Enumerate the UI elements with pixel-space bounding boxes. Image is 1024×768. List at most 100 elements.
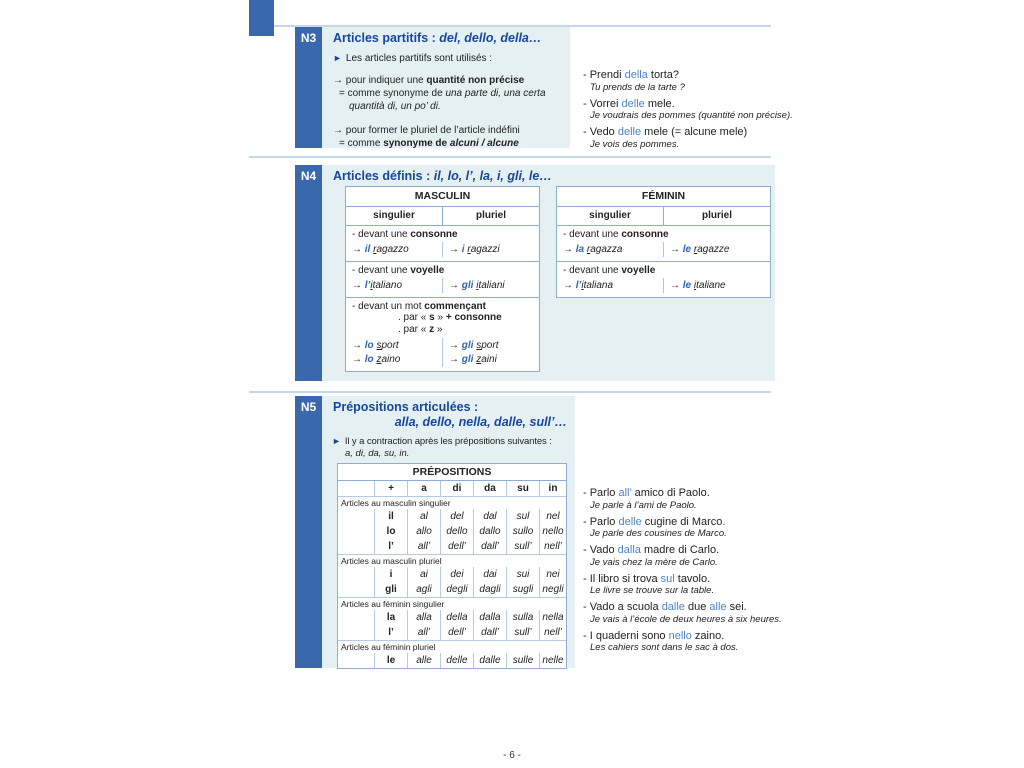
prep-cell: allo (407, 524, 440, 539)
table-header: FÉMININ (557, 187, 770, 207)
example-translation: Tu prends de la tarte ? (590, 81, 685, 93)
prep-cell: il (374, 509, 407, 524)
definite-article-tables: MASCULIN singulier pluriel - devant une … (345, 186, 775, 372)
prep-cell: negli (539, 582, 566, 597)
prep-cell: le (374, 653, 407, 668)
example-item: - Vado dalla madre di Carlo. Je vais che… (583, 544, 782, 569)
intro-line: ► Les articles partitifs sont utilisés : (333, 53, 493, 64)
example-cell: → l’italiana (563, 280, 614, 291)
example-item: - Il libro si trova sul tavolo. Le livre… (583, 573, 782, 598)
example-translation: Les cahiers sont dans le sac à dos. (590, 642, 739, 654)
section-n5: N5 Prépositions articulées : alla, dello… (295, 396, 575, 669)
example-italian: - Parlo delle cugine di Marco. (583, 515, 726, 528)
prep-table-row: gli agli degli dagli sugli negli (338, 582, 566, 597)
prep-cell: dalle (473, 653, 506, 668)
examples-n3: - Prendi della torta? Tu prends de la ta… (583, 69, 793, 155)
section-box-n3: Articles partitifs : del, dello, della… … (322, 27, 570, 149)
prep-table-row: i ai dei dai sui nei (338, 567, 566, 582)
section-n3: N3 Articles partitifs : del, dello, dell… (295, 27, 570, 149)
example-item: - I quaderni sono nello zaino. Les cahie… (583, 630, 782, 655)
rule-block: - devant une consonne → il ragazzo → i r… (346, 226, 539, 261)
prep-group-label: Articles au féminin pluriel (341, 642, 436, 652)
prep-cell: gli (374, 582, 407, 597)
prep-cell: nella (539, 610, 566, 625)
prep-cell: alla (407, 610, 440, 625)
prep-cell: all’ (407, 539, 440, 554)
col-singulier: singulier (589, 210, 631, 221)
section-title-n3: Articles partitifs : del, dello, della… (333, 31, 542, 45)
example-italian: - Prendi della torta? (583, 69, 680, 81)
prep-table-row: le alle delle dalle sulle nelle (338, 653, 566, 668)
section-title-n4: Articles définis : il, lo, l’, la, i, gl… (333, 169, 552, 183)
prep-cell: dall’ (473, 625, 506, 640)
prep-cell: l’ (374, 539, 407, 554)
prep-cell: dell’ (440, 539, 473, 554)
section-divider (249, 391, 771, 393)
section-tab-n5: N5 (295, 396, 322, 668)
example-cell: → le italiane (663, 278, 770, 293)
example-italian: - Il libro si trova sul tavolo. (583, 572, 711, 585)
prep-cell: ai (407, 567, 440, 582)
example-cell: → la ragazza (563, 244, 623, 255)
feminin-table: FÉMININ singulier pluriel - devant une c… (556, 186, 771, 298)
page-number: - 6 - (503, 750, 521, 761)
prep-table-row: il al del dal sul nel (338, 509, 566, 524)
prep-cell: delle (440, 653, 473, 668)
table-subheader: singulier pluriel (557, 207, 770, 226)
prep-table-title: PRÉPOSITIONS (338, 464, 566, 481)
table-subheader: singulier pluriel (346, 207, 539, 226)
example-translation: Je vais à l’école de deux heures à six h… (590, 613, 782, 625)
example-translation: Je parle à l’ami de Paolo. (590, 499, 697, 511)
example-italian: - I quaderni sono nello zaino. (583, 629, 725, 642)
prep-cell: sullo (506, 524, 539, 539)
example-item: - Prendi della torta? Tu prends de la ta… (583, 69, 793, 94)
prep-cell: nell’ (539, 625, 566, 640)
prep-table-row: lo allo dello dallo sullo nello (338, 524, 566, 539)
example-item: - Parlo all’ amico di Paolo. Je parle à … (583, 487, 782, 512)
col-singulier: singulier (373, 210, 415, 221)
prep-group-label: Articles au masculin singulier (341, 498, 451, 508)
section-box-n4: Articles définis : il, lo, l’, la, i, gl… (322, 165, 775, 381)
usage-item: → pour former le pluriel de l’article in… (333, 125, 520, 149)
example-cell: → gli italiani (442, 278, 539, 293)
triangle-bullet-icon: ► (332, 436, 341, 446)
prep-cell: sull’ (506, 539, 539, 554)
prep-cell: la (374, 610, 407, 625)
prep-group-masc-plur: Articles au masculin pluriel i ai dei da… (338, 554, 566, 597)
example-translation: Je parle des cousines de Marco. (590, 528, 727, 540)
preposition-list: a, di, da, su, in. (345, 448, 410, 459)
col-pluriel: pluriel (442, 207, 539, 225)
prep-cell: nel (539, 509, 566, 524)
prepositions-table: PRÉPOSITIONS + a di da su in Articles au… (337, 463, 567, 669)
prep-table-header-row: + a di da su in (338, 481, 566, 496)
prep-cell: al (407, 509, 440, 524)
triangle-bullet-icon: ► (333, 53, 342, 63)
prep-cell: sul (506, 509, 539, 524)
usage-item: → pour indiquer une quantité non précise… (333, 75, 546, 112)
prep-group-masc-sing: Articles au masculin singulier il al del… (338, 496, 566, 554)
prep-col-header (338, 481, 374, 496)
decor-blue-square (249, 0, 274, 36)
prep-cell: dell’ (440, 625, 473, 640)
section-tab-n3: N3 (295, 27, 322, 148)
example-cell: → il ragazzo (352, 244, 409, 255)
rule-block: - devant une voyelle → l’italiana → le i… (557, 261, 770, 297)
example-italian: - Parlo all’ amico di Paolo. (583, 487, 710, 499)
prep-cell: sui (506, 567, 539, 582)
rule-block: - devant un mot commençant . par « s » +… (346, 297, 539, 371)
prep-cell: i (374, 567, 407, 582)
prep-cell: all’ (407, 625, 440, 640)
example-cell: → gli sport → gli zaini (442, 338, 539, 367)
rule-block: - devant une voyelle → l’italiano → gli … (346, 261, 539, 297)
section-title-n5-examples: alla, dello, nella, dalle, sull’… (394, 415, 567, 429)
example-item: - Vado a scuola dalle due alle sei. Je v… (583, 601, 782, 626)
prep-group-fem-plur: Articles au féminin pluriel le alle dell… (338, 640, 566, 668)
example-italian: - Vado dalla madre di Carlo. (583, 544, 720, 557)
prep-cell: dallo (473, 524, 506, 539)
prep-cell: dai (473, 567, 506, 582)
example-translation: Je vois des pommes. (590, 138, 680, 150)
prep-cell: sulla (506, 610, 539, 625)
intro-line: ► Il y a contraction après les prépositio… (332, 436, 552, 447)
prep-cell: dei (440, 567, 473, 582)
prep-cell: dal (473, 509, 506, 524)
